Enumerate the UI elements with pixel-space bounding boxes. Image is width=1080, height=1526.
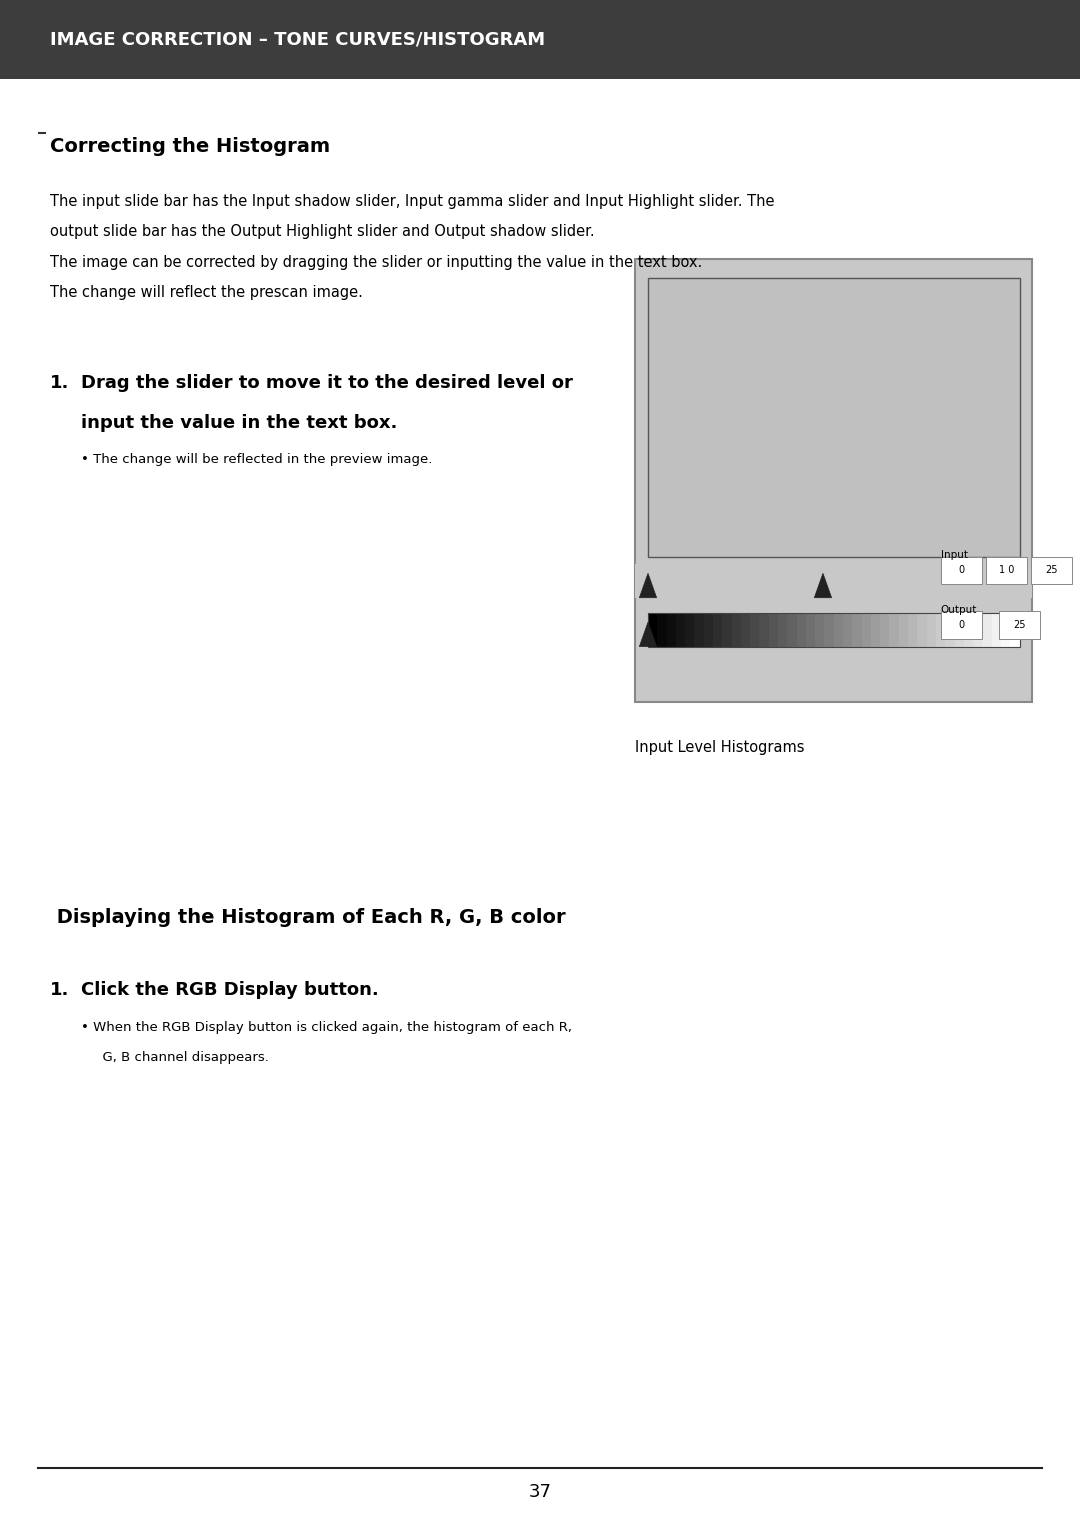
Bar xyxy=(694,613,705,647)
Bar xyxy=(635,259,1032,702)
Bar xyxy=(797,613,807,647)
Text: Drag the slider to move it to the desired level or: Drag the slider to move it to the desire… xyxy=(81,374,572,392)
Bar xyxy=(986,557,1027,584)
Bar xyxy=(917,613,928,647)
Text: 0: 0 xyxy=(958,620,964,630)
Bar xyxy=(908,613,918,647)
Bar xyxy=(899,613,909,647)
Bar xyxy=(991,613,1002,647)
Bar xyxy=(936,613,946,647)
Text: Displaying the Histogram of Each R, G, B color: Displaying the Histogram of Each R, G, B… xyxy=(50,908,565,926)
Text: 0: 0 xyxy=(958,565,964,575)
Bar xyxy=(955,613,964,647)
Text: Output: Output xyxy=(941,606,977,615)
Text: 1 0: 1 0 xyxy=(999,565,1014,575)
Bar xyxy=(880,613,891,647)
Text: G, B channel disappears.: G, B channel disappears. xyxy=(94,1051,269,1065)
Bar xyxy=(0,0,1080,79)
Bar xyxy=(945,613,956,647)
Bar xyxy=(787,613,798,647)
Text: The input slide bar has the Input shadow slider, Input gamma slider and Input Hi: The input slide bar has the Input shadow… xyxy=(50,194,774,209)
Text: Click the RGB Display button.: Click the RGB Display button. xyxy=(81,981,379,1000)
Text: 37: 37 xyxy=(528,1483,552,1502)
Bar xyxy=(999,612,1040,639)
Text: 1.: 1. xyxy=(50,981,69,1000)
Bar xyxy=(751,613,760,647)
Text: Input: Input xyxy=(941,551,968,560)
Bar xyxy=(1010,613,1021,647)
Text: • The change will be reflected in the preview image.: • The change will be reflected in the pr… xyxy=(81,453,432,467)
Bar xyxy=(815,613,825,647)
Bar xyxy=(723,613,732,647)
Bar xyxy=(704,613,714,647)
Polygon shape xyxy=(639,623,657,647)
Bar xyxy=(983,613,993,647)
Bar xyxy=(713,613,724,647)
Text: 25: 25 xyxy=(1045,565,1058,575)
Text: Correcting the Histogram: Correcting the Histogram xyxy=(50,137,329,156)
Bar xyxy=(843,613,853,647)
Bar xyxy=(862,613,872,647)
Bar xyxy=(769,613,779,647)
Bar xyxy=(941,557,982,584)
Bar xyxy=(731,613,742,647)
Polygon shape xyxy=(639,574,657,598)
Polygon shape xyxy=(814,574,832,598)
Bar xyxy=(648,278,1020,557)
Bar xyxy=(1031,557,1072,584)
Bar xyxy=(778,613,788,647)
Bar xyxy=(1001,613,1011,647)
Bar xyxy=(941,612,982,639)
Bar xyxy=(685,613,696,647)
Text: The change will reflect the prescan image.: The change will reflect the prescan imag… xyxy=(50,285,363,301)
Text: 25: 25 xyxy=(1013,620,1026,630)
Bar xyxy=(852,613,863,647)
Bar xyxy=(648,613,1020,647)
Bar xyxy=(870,613,881,647)
Text: 1.: 1. xyxy=(50,374,69,392)
Bar xyxy=(927,613,937,647)
Bar xyxy=(963,613,974,647)
Text: IMAGE CORRECTION – TONE CURVES/HISTOGRAM: IMAGE CORRECTION – TONE CURVES/HISTOGRAM xyxy=(50,31,544,49)
Text: output slide bar has the Output Highlight slider and Output shadow slider.: output slide bar has the Output Highligh… xyxy=(50,224,594,240)
Bar xyxy=(973,613,984,647)
Bar xyxy=(824,613,835,647)
Text: • When the RGB Display button is clicked again, the histogram of each R,: • When the RGB Display button is clicked… xyxy=(81,1021,572,1035)
Text: input the value in the text box.: input the value in the text box. xyxy=(81,414,397,432)
Bar xyxy=(666,613,677,647)
Bar xyxy=(759,613,770,647)
Bar xyxy=(658,613,667,647)
Bar xyxy=(648,613,659,647)
Bar xyxy=(635,565,1032,598)
Text: Input Level Histograms: Input Level Histograms xyxy=(635,740,805,755)
Bar xyxy=(834,613,845,647)
Bar xyxy=(806,613,816,647)
Bar xyxy=(890,613,900,647)
Bar xyxy=(676,613,686,647)
Bar xyxy=(741,613,752,647)
Text: The image can be corrected by dragging the slider or inputting the value in the : The image can be corrected by dragging t… xyxy=(50,255,702,270)
